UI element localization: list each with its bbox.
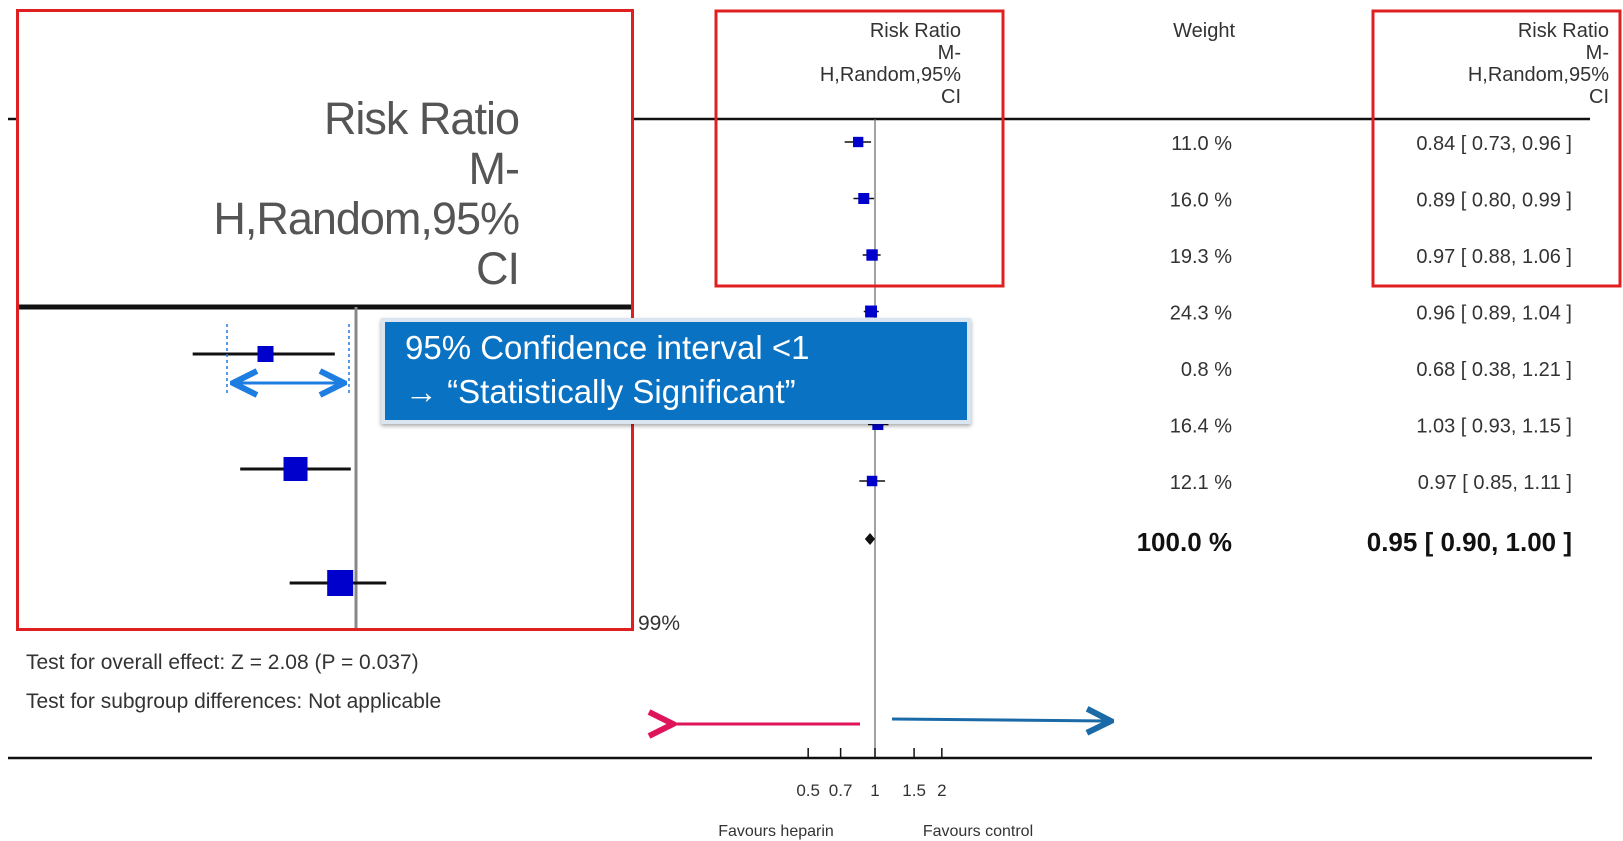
highlight-box-risk-ratio-plot xyxy=(714,9,1005,288)
ci-value: 0.89 [ 0.80, 0.99 ] xyxy=(1416,190,1572,212)
heterogeneity-fragment: 99% xyxy=(638,612,681,635)
highlight-box-ci-values xyxy=(1371,9,1622,288)
weight-total: 100.0 % xyxy=(1137,527,1232,557)
effect-marker xyxy=(853,136,864,148)
zoom-effect-marker xyxy=(257,346,274,362)
x-tick-label: 1.5 xyxy=(902,781,926,800)
pooled-diamond xyxy=(864,533,875,545)
ci-value: 0.68 [ 0.38, 1.21 ] xyxy=(1416,359,1572,381)
weight-value: 16.0 % xyxy=(1170,190,1232,212)
study-row: 24.3 % 0.96 [ 0.89, 1.04 ] xyxy=(863,303,1572,325)
effect-marker xyxy=(872,418,884,431)
ci-value: 0.97 [ 0.85, 1.11 ] xyxy=(1418,472,1572,494)
overall-effect-test: Test for overall effect: Z = 2.08 (P = 0… xyxy=(26,651,419,674)
ci-column-header: Risk Ratio M- H,Random,95% CI xyxy=(1467,20,1609,108)
study-row: 12.1 % 0.97 [ 0.85, 1.11 ] xyxy=(859,472,1572,494)
study-row: 19.3 % 0.97 [ 0.88, 1.06 ] xyxy=(862,246,1572,268)
weight-column-header: Weight xyxy=(1173,20,1235,42)
ci-value: 1.03 [ 0.93, 1.15 ] xyxy=(1416,416,1572,438)
x-tick-label: 1 xyxy=(870,781,879,800)
zoom-effect-marker xyxy=(327,570,354,596)
x-tick-label: 0.5 xyxy=(796,781,820,800)
ci-value: 0.84 [ 0.73, 0.96 ] xyxy=(1416,133,1572,155)
weight-value: 16.4 % xyxy=(1170,416,1232,438)
weight-value: 24.3 % xyxy=(1170,303,1232,325)
weight-value: 19.3 % xyxy=(1170,246,1232,268)
zoom-forest-detail xyxy=(19,304,631,628)
effect-marker xyxy=(866,249,878,261)
effect-marker xyxy=(866,475,878,487)
zoom-effect-marker xyxy=(283,457,308,481)
zoom-risk-ratio-header: Risk Ratio M- H,Random,95% CI xyxy=(213,93,520,294)
study-row: 16.4 % 1.03 [ 0.93, 1.15 ] xyxy=(868,416,1572,438)
study-row: 16.0 % 0.89 [ 0.80, 0.99 ] xyxy=(853,190,1572,212)
ci-value: 0.96 [ 0.89, 1.04 ] xyxy=(1416,303,1572,325)
zoom-study-row xyxy=(192,346,335,362)
x-tick-label: 0.7 xyxy=(829,781,853,800)
risk-ratio-column-header: Risk Ratio M- H,Random,95% CI xyxy=(819,20,961,108)
subgroup-differences-test: Test for subgroup differences: Not appli… xyxy=(26,690,442,713)
weight-value: 12.1 % xyxy=(1170,472,1232,494)
callout-line-2: → “Statistically Significant” xyxy=(405,373,796,410)
zoom-study-row xyxy=(240,457,351,481)
study-row: 11.0 % 0.84 [ 0.73, 0.96 ] xyxy=(844,133,1572,155)
xlabel-favours-heparin: Favours heparin xyxy=(718,823,834,840)
significance-callout: 95% Confidence interval <1 → “Statistica… xyxy=(381,318,971,424)
ci-value: 0.97 [ 0.88, 1.06 ] xyxy=(1416,246,1572,268)
arrow-favours-control xyxy=(891,719,1108,721)
ci-total: 0.95 [ 0.90, 1.00 ] xyxy=(1367,527,1572,557)
effect-marker xyxy=(858,193,870,204)
xlabel-favours-control: Favours control xyxy=(923,823,1033,840)
zoom-study-row xyxy=(289,570,387,596)
effect-marker xyxy=(865,305,878,318)
callout-line-1: 95% Confidence interval <1 xyxy=(405,329,810,366)
weight-value: 11.0 % xyxy=(1171,133,1232,155)
x-tick-label: 2 xyxy=(937,781,946,800)
weight-value: 0.8 % xyxy=(1181,359,1232,381)
